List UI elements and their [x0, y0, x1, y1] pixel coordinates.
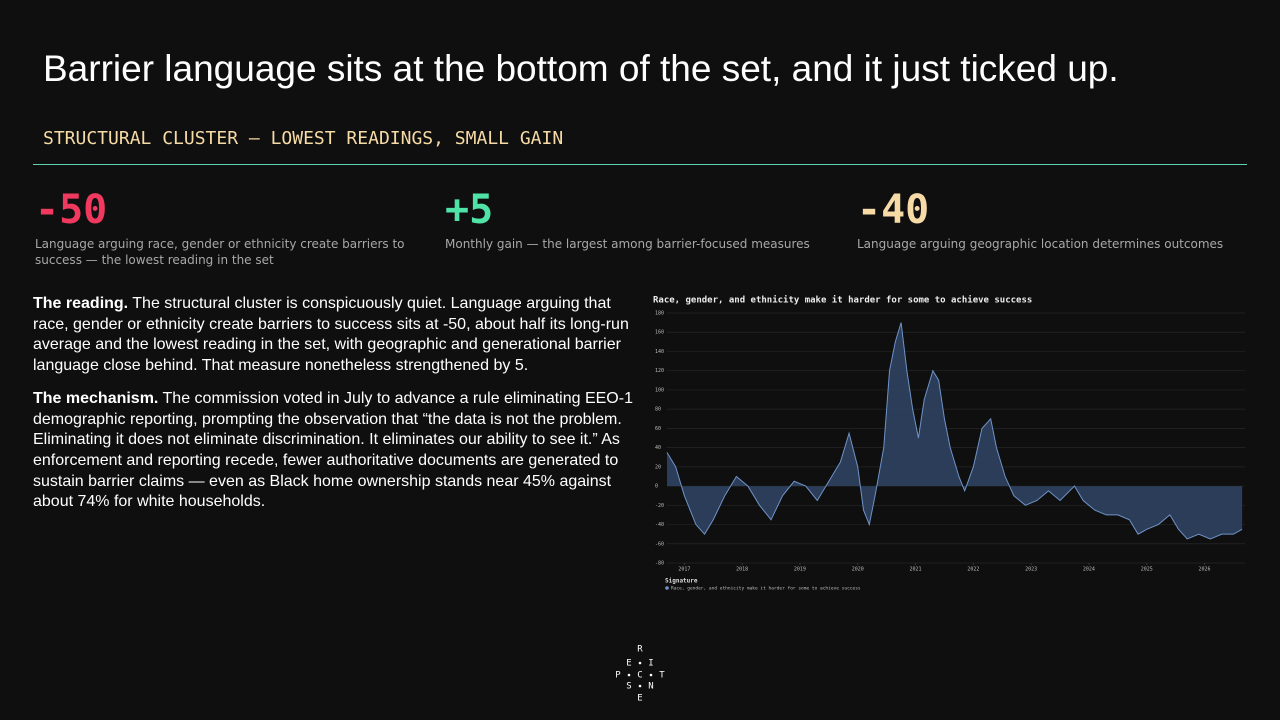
y-tick-label: 160	[655, 330, 664, 336]
x-tick-label: 2023	[1025, 567, 1037, 573]
stat: -40 Language arguing geographic location …	[857, 188, 1237, 252]
lead: The mechanism.	[33, 389, 159, 407]
x-tick-label: 2021	[910, 567, 922, 573]
logo-dot	[649, 673, 653, 677]
divider	[33, 164, 1247, 165]
y-tick-label: 140	[655, 349, 664, 355]
y-tick-label: 60	[655, 426, 661, 432]
logo-letter: T	[659, 671, 665, 681]
logo-dot	[638, 684, 642, 688]
subtitle: STRUCTURAL CLUSTER — LOWEST READINGS, SM…	[43, 128, 564, 149]
x-tick-label: 2024	[1083, 567, 1095, 573]
y-tick-label: -40	[655, 522, 664, 528]
x-tick-label: 2025	[1141, 567, 1153, 573]
slide-title: Barrier language sits at the bottom of t…	[43, 48, 1119, 89]
stat: -50 Language arguing race, gender or ethn…	[35, 188, 415, 268]
stat-value: -40	[857, 187, 930, 233]
chart-title: Race, gender, and ethnicity make it hard…	[653, 295, 1032, 306]
text: The commission voted in July to advance …	[33, 389, 633, 511]
text: The structural cluster is conspicuously …	[33, 295, 629, 375]
logo-letter: R	[637, 645, 643, 655]
line	[666, 322, 1243, 540]
paragraph: The mechanism. The commission voted in J…	[33, 389, 633, 513]
stat-label: Language arguing geographic location det…	[857, 237, 1224, 251]
stat-label: Language arguing race, gender or ethnici…	[35, 237, 405, 267]
logo-letter: E	[637, 694, 642, 704]
lead: The reading.	[33, 295, 129, 312]
y-tick-label: 20	[655, 464, 661, 470]
logo-letter: I	[648, 659, 653, 669]
x-tick-label: 2017	[678, 567, 690, 573]
stat-label: Monthly gain — the largest among barrier…	[445, 237, 810, 251]
y-tick-label: -20	[655, 503, 664, 509]
y-tick-label: 120	[655, 368, 664, 374]
legend-swatch	[665, 586, 669, 590]
y-tick-label: 180	[655, 311, 664, 317]
y-tick-label: 100	[655, 387, 664, 393]
area	[667, 322, 1243, 539]
x-tick-label: 2026	[1199, 567, 1211, 573]
y-tick-label: 40	[655, 445, 661, 451]
legend-label: Race, gender, and ethnicity make it hard…	[671, 586, 861, 592]
y-tick-label: -60	[655, 541, 664, 547]
stat: +5 Monthly gain — the largest among barri…	[445, 188, 825, 252]
x-tick-label: 2018	[736, 567, 748, 573]
stat-value: +5	[445, 187, 494, 233]
x-tick-label: 2022	[967, 567, 979, 573]
y-tick-label: 0	[655, 484, 658, 490]
logo-letter: S	[626, 682, 631, 692]
body-text: The reading. The structural cluster is c…	[33, 294, 633, 525]
logo-dot	[638, 661, 642, 665]
y-tick-label: 80	[655, 407, 661, 413]
logo-letter: C	[637, 671, 642, 681]
legend-title: Signature	[665, 578, 698, 585]
logo-letter: P	[615, 671, 621, 681]
logo-dot	[627, 673, 631, 677]
x-tick-label: 2019	[794, 567, 806, 573]
y-tick-label: -80	[655, 561, 664, 567]
logo-letter: N	[648, 682, 653, 692]
paragraph: The reading. The structural cluster is c…	[33, 294, 633, 377]
logo: RE IP C TS NE	[615, 645, 665, 704]
logo-letter: E	[626, 659, 631, 669]
stat-value: -50	[35, 187, 108, 233]
chart: Race, gender, and ethnicity make it hard…	[653, 295, 1245, 592]
x-tick-label: 2020	[852, 567, 864, 573]
